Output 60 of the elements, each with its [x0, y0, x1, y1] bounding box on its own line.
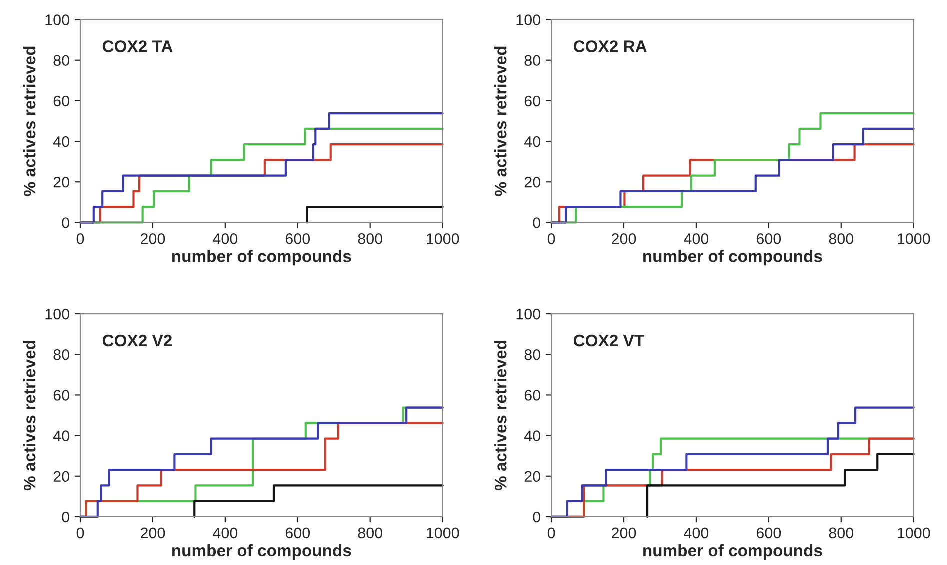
x-tick-label: 800	[358, 234, 383, 244]
y-tick-label: 60	[524, 96, 541, 107]
text: COX2 TA	[102, 40, 173, 52]
x-tick-label: 600	[756, 234, 782, 244]
y-axis-title: % actives retrieved	[494, 46, 507, 196]
x-tick-label: 0	[548, 528, 556, 539]
y-tick-label: 80	[54, 55, 70, 66]
y-tick-label: 60	[524, 390, 541, 401]
x-axis-title: number of compounds	[644, 250, 822, 266]
x-tick-label: 600	[286, 234, 310, 244]
text: COX2 RA	[574, 40, 647, 52]
x-tick-label: 400	[684, 528, 709, 539]
y-tick-label: 40	[53, 136, 70, 148]
x-tick-label: 800	[829, 528, 854, 539]
x-tick-label: 200	[140, 234, 166, 244]
y-tick-label: 80	[524, 349, 541, 360]
x-tick-label: 1000	[898, 528, 930, 539]
x-axis-title: number of compounds	[172, 250, 352, 266]
y-tick-label: 0	[533, 218, 541, 228]
y-tick-label: 100	[46, 308, 70, 320]
x-tick-label: 200	[612, 528, 636, 539]
y-axis-title: % actives retrieved	[24, 341, 36, 491]
y-axis-title: % actives retrieved	[24, 46, 36, 196]
y-tick-label: 100	[46, 14, 70, 26]
y-tick-label: 100	[516, 14, 541, 26]
x-tick-label: 0	[76, 528, 84, 539]
y-tick-label: 0	[62, 512, 70, 523]
y-tick-label: 60	[54, 390, 70, 401]
text: COX2 V2	[102, 334, 172, 347]
y-tick-label: 0	[533, 512, 541, 523]
x-tick-label: 200	[612, 234, 636, 244]
x-tick-label: 800	[829, 234, 854, 244]
x-axis-title: number of compounds	[172, 544, 352, 560]
y-tick-label: 0	[62, 218, 70, 228]
x-tick-label: 1000	[427, 528, 460, 539]
text: COX2 VT	[574, 334, 644, 347]
x-tick-label: 400	[213, 234, 238, 244]
x-tick-label: 200	[140, 528, 166, 539]
x-tick-label: 0	[548, 234, 556, 244]
y-tick-label: 20	[524, 471, 541, 482]
x-tick-label: 0	[76, 234, 84, 244]
y-axis-title: % actives retrieved	[494, 341, 507, 491]
x-tick-label: 600	[286, 528, 310, 539]
y-tick-label: 40	[524, 430, 541, 442]
y-tick-label: 80	[54, 349, 70, 360]
x-tick-label: 800	[358, 528, 383, 539]
x-tick-label: 1000	[898, 234, 930, 244]
y-tick-label: 60	[54, 96, 70, 107]
y-tick-label: 40	[524, 136, 541, 148]
x-tick-label: 400	[684, 234, 709, 244]
x-axis-title: number of compounds	[644, 544, 822, 560]
y-tick-label: 80	[524, 55, 541, 66]
x-tick-label: 400	[213, 528, 238, 539]
y-tick-label: 20	[54, 176, 70, 188]
x-tick-label: 1000	[427, 234, 460, 244]
y-tick-label: 40	[53, 430, 70, 442]
y-tick-label: 20	[524, 176, 541, 188]
y-tick-label: 20	[54, 471, 70, 482]
y-tick-label: 100	[516, 308, 541, 320]
x-tick-label: 600	[756, 528, 782, 539]
